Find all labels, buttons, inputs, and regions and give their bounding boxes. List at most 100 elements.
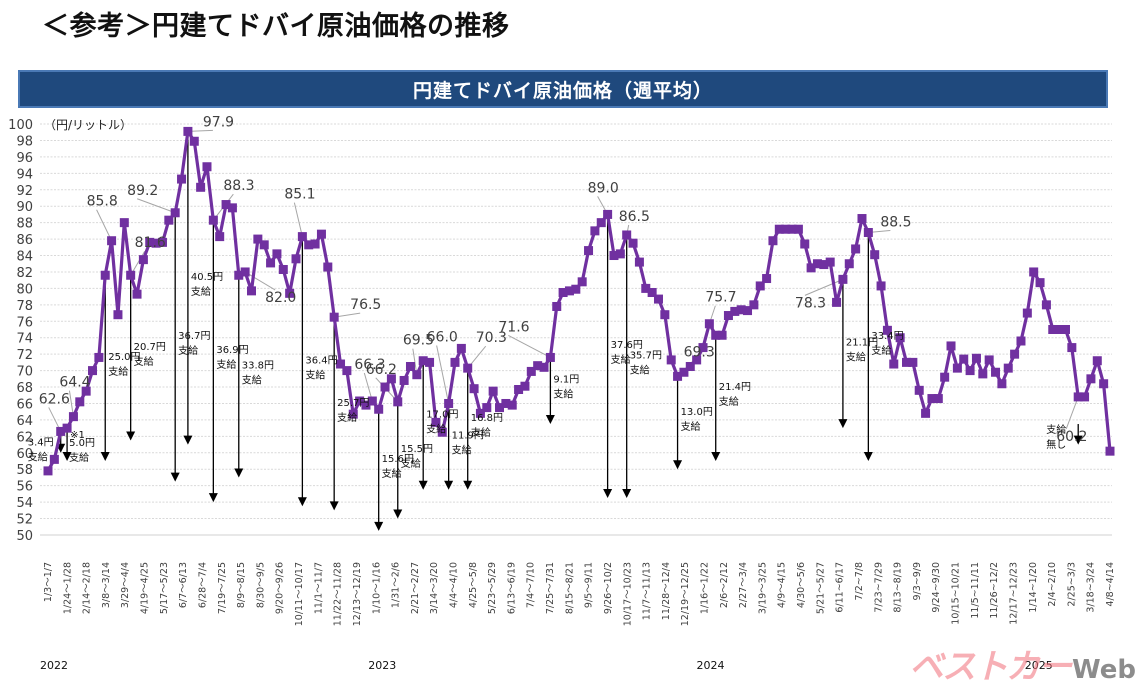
data-point [946,341,956,351]
data-point [959,354,969,364]
subsidy-note: 支給 [719,395,739,408]
subsidy-amount: 15.6円 [382,454,414,465]
data-point [412,370,422,380]
annotation-mark: ※1 [70,430,85,441]
data-point [1080,392,1090,402]
data-point [825,257,835,267]
data-point [590,226,600,236]
x-tick-label: 1/3～1/7 [43,562,54,602]
data-point [704,319,714,329]
value-label-leader [508,335,551,358]
data-point [56,426,66,436]
data-point [399,375,409,385]
data-point [278,264,288,274]
x-tick-label: 11/7～11/13 [642,562,653,620]
y-tick-label: 52 [16,513,33,528]
data-point [507,400,517,410]
data-point [380,382,390,392]
y-tick-label: 100 [8,118,33,133]
data-point [698,343,708,353]
subsidy-amount: 35.7円 [630,350,662,361]
arrow-head-icon [603,489,613,499]
x-tick-label: 2/27～3/4 [738,562,749,608]
subsidy-amount: 33.4円 [871,331,903,342]
y-tick-label: 78 [16,299,33,314]
data-point [933,394,943,404]
page-title: ＜参考＞円建てドバイ原油価格の推移 [42,11,510,42]
data-point [832,297,842,307]
value-label: 85.8 [87,194,118,210]
data-point [336,359,346,369]
data-point [285,288,295,298]
y-tick-label: 66 [16,397,33,412]
x-tick-label: 3/8～3/14 [101,562,112,608]
data-point [978,369,988,379]
data-point [1029,267,1039,277]
x-tick-label: 7/19～7/25 [217,562,228,614]
subsidy-note: 支給 [337,411,357,424]
data-point [475,408,485,418]
chart-title: 円建てドバイ原油価格（週平均） [412,79,713,102]
data-point [539,362,549,372]
value-label: 71.6 [498,319,529,335]
data-point [997,379,1007,389]
x-tick-label: 6/13～6/19 [506,562,517,614]
data-point [851,244,861,254]
value-label: 69.3 [684,344,715,360]
y-tick-label: 56 [16,480,33,495]
subsidy-amount: 11.9円 [452,431,484,442]
subsidy-amount: 20.7円 [134,342,166,353]
data-point [482,403,492,413]
x-tick-label: 9/26～10/2 [603,562,614,614]
y-tick-label: 88 [16,217,33,232]
y-tick-label: 60 [16,447,33,462]
subsidy-amount: 3.4円 [28,437,54,448]
x-tick-label: 2/14～2/18 [82,562,93,614]
subsidy-amount: 5.0円 [69,438,95,449]
subsidy-note: 支給 [382,467,402,480]
data-point [469,384,479,394]
data-point [685,361,695,371]
x-tick-label: 2/4~2/10 [1047,562,1058,607]
x-tick-label: 6/11~6/17 [835,562,846,613]
subsidy-note: 支給 [28,450,48,463]
data-point [736,305,746,315]
data-point [240,267,250,277]
data-point [221,200,231,210]
data-point [437,427,447,437]
data-point [533,361,543,371]
data-point [386,374,396,384]
x-tick-label: 3/14～3/20 [429,562,440,614]
value-label: 81.6 [135,235,166,251]
x-tick-label: 7/4～7/10 [526,562,537,608]
data-point [870,250,880,260]
year-label: 2025 [1025,659,1053,672]
subsidy-note: 支給 [191,285,211,298]
data-point [844,259,854,269]
data-point [170,208,180,218]
data-point [927,394,937,404]
x-tick-label: 9/5～9/11 [584,562,595,608]
value-label: 97.9 [203,114,234,130]
data-point [145,237,155,247]
subsidy-note: 無し [1046,438,1066,451]
data-point [68,412,78,422]
y-tick-label: 96 [16,151,33,166]
x-tick-label: 2/25~3/3 [1066,562,1077,607]
data-point [431,417,441,427]
x-tick-label: 1/24～1/28 [62,562,73,614]
data-points [43,126,1115,476]
data-point [94,352,104,362]
data-point [495,403,505,413]
subsidy-note: 支給 [216,358,236,371]
data-point [75,397,85,407]
data-point [552,301,562,311]
x-tick-label: 11/5~11/11 [970,562,981,619]
data-point [800,239,810,249]
data-point [774,224,784,234]
x-tick-label: 1/10～1/16 [371,562,382,614]
data-point [991,367,1001,377]
data-point [1041,300,1051,310]
data-point [1092,356,1102,366]
